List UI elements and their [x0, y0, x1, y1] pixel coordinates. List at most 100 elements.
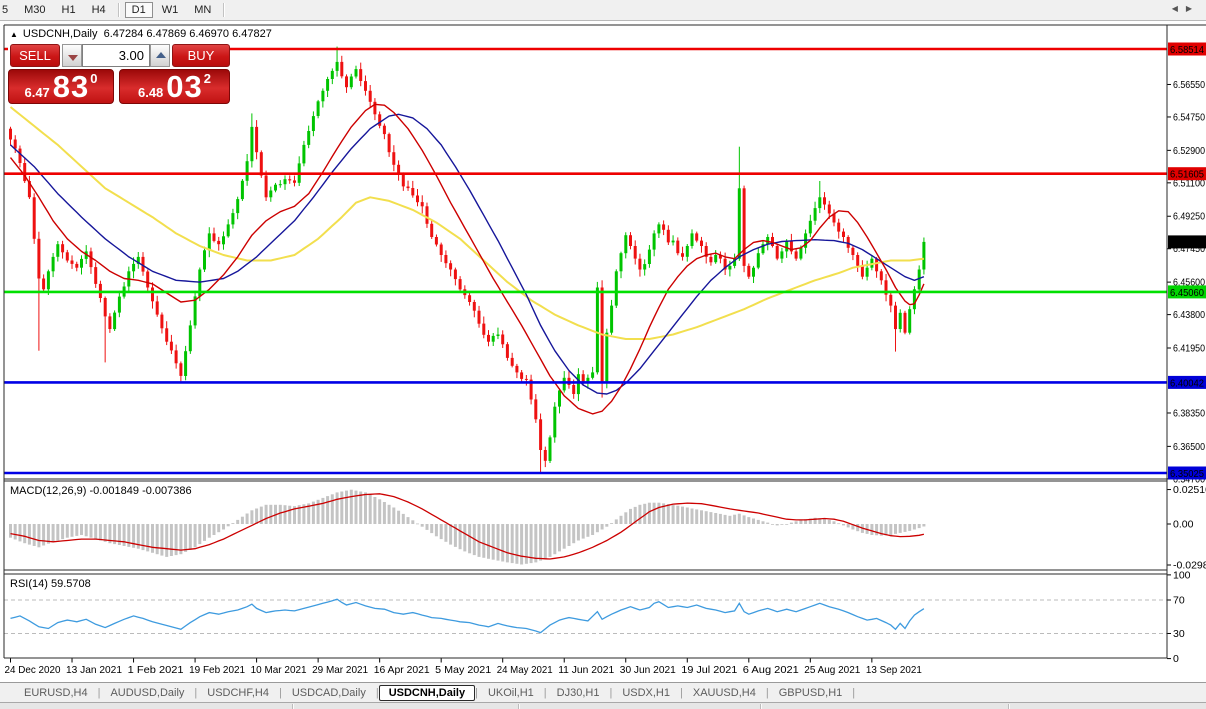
collapse-arrow-icon[interactable]: ▲ — [10, 30, 18, 39]
rsi-tick-label: 100 — [1173, 569, 1191, 581]
date-label: 11 Jun 2021 — [558, 664, 614, 676]
sell-price-tile[interactable]: 6.47 83 0 — [8, 69, 114, 104]
tab-separator: | — [543, 687, 547, 699]
price-chart-canvas[interactable]: 6.565506.547506.529006.511006.492506.474… — [0, 21, 1206, 682]
price-badge-label: 6.51605 — [1170, 169, 1204, 181]
price-tick-label: 6.38350 — [1173, 408, 1205, 420]
price-tick-label: 6.41950 — [1173, 343, 1205, 355]
tab-scroll-arrows[interactable]: ◀▶ — [1172, 4, 1200, 13]
tab-usdcnh-daily[interactable]: USDCNH,Daily — [378, 685, 476, 701]
tab-xauusd-h4[interactable]: XAUUSD,H4 — [692, 687, 756, 699]
timeframe-button-h4[interactable]: H4 — [91, 4, 106, 16]
tab-usdchf-h4[interactable]: USDCHF,H4 — [207, 687, 269, 699]
sell-price-prefix: 6.47 — [24, 85, 50, 100]
tab-dj30-h1[interactable]: DJ30,H1 — [556, 687, 600, 699]
price-badge-6.35025 — [1168, 466, 1206, 480]
price-tick-label: 6.49250 — [1173, 211, 1205, 223]
macd-tick-label: -0.02988 — [1173, 560, 1206, 572]
chart-tab-bar: EURUSD,H4 | AUDUSD,Daily | USDCHF,H4 | USDCAD,… — [0, 682, 1206, 703]
buy-button[interactable]: BUY — [172, 44, 230, 67]
date-label: 1 Feb 2021 — [128, 664, 184, 676]
date-label: 24 Dec 2020 — [5, 664, 61, 676]
price-badge-label: 6.40042 — [1170, 377, 1204, 389]
price-tick-label: 6.43800 — [1173, 309, 1205, 321]
sell-price-sup: 0 — [90, 71, 98, 86]
ma-fast-red — [9, 103, 925, 415]
date-label: 24 May 2021 — [497, 664, 553, 676]
price-badge-label: 6.35025 — [1170, 468, 1204, 480]
price-tick-label: 6.36500 — [1173, 441, 1205, 453]
tab-eurusd-h4[interactable]: EURUSD,H4 — [24, 687, 88, 699]
price-tick-label: 6.56550 — [1173, 79, 1205, 91]
tab-ukoil-h1[interactable]: UKOil,H1 — [487, 687, 534, 699]
triangle-up-icon — [156, 52, 166, 58]
tab-gbpusd-h1[interactable]: GBPUSD,H1 — [778, 687, 843, 699]
price-badge-6.47827 — [1168, 235, 1206, 249]
tab-usdcad-daily[interactable]: USDCAD,Daily — [291, 687, 366, 699]
tab-separator: | — [765, 687, 769, 699]
timeframe-button-h1[interactable]: H1 — [61, 4, 76, 16]
time-axis: 24 Dec 2020 13 Jan 2021 1 Feb 2021 19 Feb 2… — [5, 658, 922, 676]
tab-separator: | — [375, 687, 379, 699]
price-tick-label: 6.51100 — [1173, 177, 1205, 189]
rsi-pane — [4, 598, 1167, 634]
timeframe-button-w1[interactable]: W1 — [161, 4, 179, 16]
price-badges: 6.58514 6.51605 6.45060 6.40042 6.35025 6.478… — [1168, 42, 1206, 480]
macd-tick-label: 0.025108 — [1173, 484, 1206, 496]
ma-slow-yellow — [9, 106, 925, 340]
timeframe-button-m30[interactable]: M30 — [24, 4, 46, 16]
date-label: 5 May 2021 — [435, 664, 491, 676]
toolbar-separator — [223, 3, 226, 17]
date-label: 13 Sep 2021 — [866, 664, 922, 676]
chart-ohlc-values: 6.47284 6.47869 6.46970 6.47827 — [103, 28, 272, 40]
timeframe-button-5[interactable]: 5 — [2, 4, 9, 16]
timeframe-button-d1[interactable]: D1 — [124, 2, 153, 18]
status-separator — [760, 704, 762, 709]
price-tick-label: 6.54750 — [1173, 112, 1205, 124]
status-separator — [1008, 704, 1010, 709]
sell-button[interactable]: SELL — [10, 44, 60, 67]
tab-separator: | — [609, 687, 613, 699]
triangle-down-icon — [68, 55, 78, 61]
buy-price-tile[interactable]: 6.48 03 2 — [119, 69, 230, 104]
timeframe-button-mn[interactable]: MN — [194, 4, 212, 16]
tab-scroll-left-icon[interactable]: ◀ — [1171, 4, 1186, 13]
price-badge-6.45060 — [1168, 285, 1206, 299]
volume-input[interactable] — [82, 44, 150, 67]
ma-mid-blue — [10, 113, 925, 395]
chart-title: ▲ USDCNH,Daily 6.47284 6.47869 6.46970 6.… — [10, 28, 272, 40]
chart-area[interactable]: 6.56550 6.54750 6.52900 6.51100 6.49250 6.474… — [0, 21, 1206, 682]
pane-frames — [3, 24, 1206, 659]
tab-separator: | — [852, 687, 856, 699]
toolbar-separator — [117, 3, 120, 17]
price-axis: 6.565506.547506.529006.511006.492506.474… — [1167, 79, 1206, 665]
tab-audusd-daily[interactable]: AUDUSD,Daily — [110, 687, 185, 699]
rsi-indicator-label: RSI(14) 59.5708 — [10, 578, 91, 590]
date-label: 13 Jan 2021 — [66, 664, 122, 676]
volume-increase-button[interactable] — [150, 44, 170, 67]
buy-price-sup: 2 — [203, 71, 212, 86]
price-tick-label: 6.52900 — [1173, 145, 1205, 157]
sell-price-big: 83 — [52, 69, 90, 104]
tab-separator: | — [680, 687, 683, 699]
price-badge-6.58514 — [1168, 42, 1206, 56]
moving-averages — [9, 103, 925, 415]
date-label: 19 Feb 2021 — [189, 664, 245, 676]
tab-usdx-h1[interactable]: USDX,H1 — [622, 687, 670, 699]
date-label: 19 Jul 2021 — [681, 664, 737, 676]
horizontal-level-lines — [4, 47, 1167, 475]
tab-separator: | — [279, 687, 282, 699]
status-separator — [518, 704, 520, 709]
date-label: 10 Mar 2021 — [251, 664, 307, 676]
tab-separator: | — [475, 687, 478, 699]
date-label: 30 Jun 2021 — [620, 664, 676, 676]
tab-scroll-right-icon[interactable]: ▶ — [1185, 4, 1200, 13]
rsi-tick-label: 70 — [1173, 595, 1185, 607]
price-badge-label: 6.47827 — [1170, 237, 1204, 249]
status-strip — [0, 702, 1206, 709]
price-badge-6.40042 — [1168, 375, 1206, 389]
volume-decrease-button[interactable] — [62, 44, 82, 67]
rsi-tick-label: 0 — [1173, 653, 1179, 665]
